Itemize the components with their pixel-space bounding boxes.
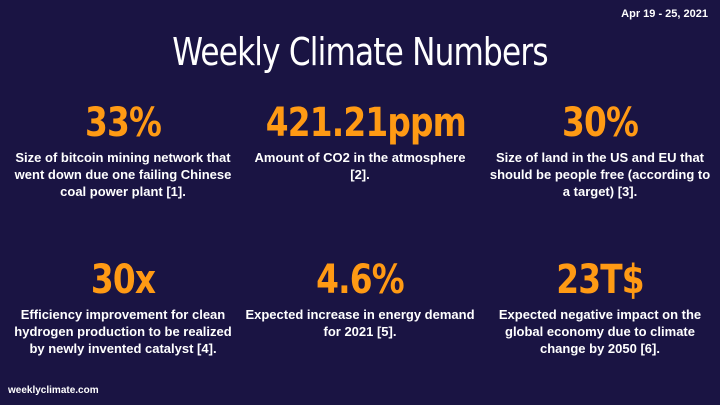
stat-card: 30x Efficiency improvement for clean hyd… xyxy=(8,258,238,357)
stat-description: Amount of CO2 in the atmosphere [2]. xyxy=(254,150,466,182)
stat-card: 421.21ppm Amount of CO2 in the atmospher… xyxy=(245,101,475,183)
stat-card: 33% Size of bitcoin mining network that … xyxy=(8,101,238,200)
stat-description: Expected negative impact on the global e… xyxy=(498,307,702,356)
stat-value: 30% xyxy=(561,100,639,146)
stat-value: 23T$ xyxy=(556,257,644,303)
stat-description: Size of land in the US and EU that shoul… xyxy=(489,150,711,199)
stat-value: 30x xyxy=(90,257,156,303)
stat-description: Efficiency improvement for clean hydroge… xyxy=(14,307,232,356)
stat-card: 30% Size of land in the US and EU that s… xyxy=(485,101,715,200)
footer-site: weeklyclimate.com xyxy=(8,385,99,396)
stat-card: 4.6% Expected increase in energy demand … xyxy=(245,258,475,340)
stat-value: 421.21ppm xyxy=(265,100,467,146)
stat-description: Expected increase in energy demand for 2… xyxy=(245,307,475,339)
page-title: Weekly Climate Numbers xyxy=(172,30,548,74)
stat-card: 23T$ Expected negative impact on the glo… xyxy=(485,258,715,357)
stat-value: 33% xyxy=(84,100,162,146)
stat-description: Size of bitcoin mining network that went… xyxy=(14,150,232,199)
date-range: Apr 19 - 25, 2021 xyxy=(621,8,708,20)
stat-value: 4.6% xyxy=(316,257,405,303)
